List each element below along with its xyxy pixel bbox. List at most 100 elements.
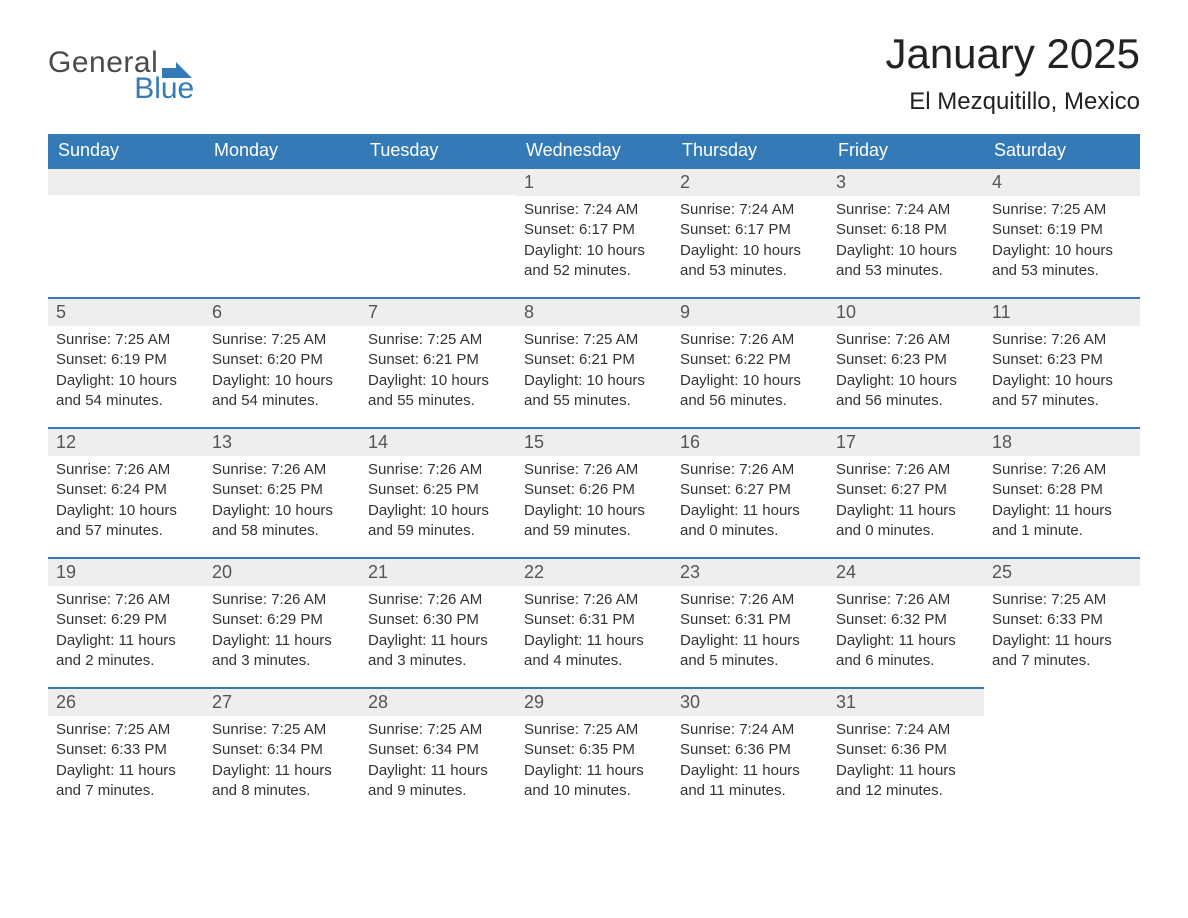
day-header: Sunday bbox=[48, 134, 204, 167]
sunrise-line: Sunrise: 7:25 AM bbox=[56, 330, 196, 350]
sunset-line: Sunset: 6:36 PM bbox=[680, 740, 820, 760]
day-cell: 6Sunrise: 7:25 AMSunset: 6:20 PMDaylight… bbox=[204, 297, 360, 427]
calendar-cell: 7Sunrise: 7:25 AMSunset: 6:21 PMDaylight… bbox=[360, 297, 516, 427]
daylight-line: Daylight: 10 hours and 54 minutes. bbox=[56, 371, 196, 412]
calendar-week: 19Sunrise: 7:26 AMSunset: 6:29 PMDayligh… bbox=[48, 557, 1140, 687]
empty-cell bbox=[360, 167, 516, 195]
sunset-line: Sunset: 6:19 PM bbox=[56, 350, 196, 370]
sunrise-line: Sunrise: 7:26 AM bbox=[992, 330, 1132, 350]
sunrise-line: Sunrise: 7:26 AM bbox=[368, 590, 508, 610]
day-cell: 14Sunrise: 7:26 AMSunset: 6:25 PMDayligh… bbox=[360, 427, 516, 557]
calendar-week: 1Sunrise: 7:24 AMSunset: 6:17 PMDaylight… bbox=[48, 167, 1140, 297]
day-number: 7 bbox=[360, 297, 516, 326]
sunrise-line: Sunrise: 7:24 AM bbox=[680, 720, 820, 740]
day-details: Sunrise: 7:25 AMSunset: 6:33 PMDaylight:… bbox=[48, 716, 204, 811]
calendar-cell: 22Sunrise: 7:26 AMSunset: 6:31 PMDayligh… bbox=[516, 557, 672, 687]
day-details: Sunrise: 7:26 AMSunset: 6:27 PMDaylight:… bbox=[828, 456, 984, 551]
day-details: Sunrise: 7:25 AMSunset: 6:34 PMDaylight:… bbox=[360, 716, 516, 811]
day-details: Sunrise: 7:26 AMSunset: 6:25 PMDaylight:… bbox=[204, 456, 360, 551]
sunset-line: Sunset: 6:21 PM bbox=[368, 350, 508, 370]
calendar-cell: 20Sunrise: 7:26 AMSunset: 6:29 PMDayligh… bbox=[204, 557, 360, 687]
day-details: Sunrise: 7:25 AMSunset: 6:34 PMDaylight:… bbox=[204, 716, 360, 811]
brand-word-2: Blue bbox=[120, 74, 194, 104]
daylight-line: Daylight: 11 hours and 0 minutes. bbox=[680, 501, 820, 542]
calendar-cell: 5Sunrise: 7:25 AMSunset: 6:19 PMDaylight… bbox=[48, 297, 204, 427]
day-cell: 4Sunrise: 7:25 AMSunset: 6:19 PMDaylight… bbox=[984, 167, 1140, 297]
sunset-line: Sunset: 6:32 PM bbox=[836, 610, 976, 630]
day-number: 17 bbox=[828, 427, 984, 456]
day-cell: 15Sunrise: 7:26 AMSunset: 6:26 PMDayligh… bbox=[516, 427, 672, 557]
day-cell: 10Sunrise: 7:26 AMSunset: 6:23 PMDayligh… bbox=[828, 297, 984, 427]
daylight-line: Daylight: 11 hours and 0 minutes. bbox=[836, 501, 976, 542]
calendar-cell bbox=[48, 167, 204, 297]
daylight-line: Daylight: 10 hours and 58 minutes. bbox=[212, 501, 352, 542]
calendar-cell: 17Sunrise: 7:26 AMSunset: 6:27 PMDayligh… bbox=[828, 427, 984, 557]
day-cell: 27Sunrise: 7:25 AMSunset: 6:34 PMDayligh… bbox=[204, 687, 360, 817]
sunset-line: Sunset: 6:29 PM bbox=[212, 610, 352, 630]
day-details: Sunrise: 7:25 AMSunset: 6:19 PMDaylight:… bbox=[48, 326, 204, 421]
calendar-cell: 29Sunrise: 7:25 AMSunset: 6:35 PMDayligh… bbox=[516, 687, 672, 817]
sunset-line: Sunset: 6:31 PM bbox=[524, 610, 664, 630]
sunrise-line: Sunrise: 7:26 AM bbox=[992, 460, 1132, 480]
calendar-cell: 26Sunrise: 7:25 AMSunset: 6:33 PMDayligh… bbox=[48, 687, 204, 817]
sunset-line: Sunset: 6:27 PM bbox=[836, 480, 976, 500]
day-header: Friday bbox=[828, 134, 984, 167]
sunset-line: Sunset: 6:27 PM bbox=[680, 480, 820, 500]
sunset-line: Sunset: 6:36 PM bbox=[836, 740, 976, 760]
day-details: Sunrise: 7:26 AMSunset: 6:29 PMDaylight:… bbox=[48, 586, 204, 681]
day-number: 11 bbox=[984, 297, 1140, 326]
sunrise-line: Sunrise: 7:26 AM bbox=[680, 330, 820, 350]
day-number: 31 bbox=[828, 687, 984, 716]
day-cell: 12Sunrise: 7:26 AMSunset: 6:24 PMDayligh… bbox=[48, 427, 204, 557]
calendar-head: SundayMondayTuesdayWednesdayThursdayFrid… bbox=[48, 134, 1140, 167]
day-cell: 30Sunrise: 7:24 AMSunset: 6:36 PMDayligh… bbox=[672, 687, 828, 817]
empty-cell bbox=[204, 167, 360, 195]
day-number: 30 bbox=[672, 687, 828, 716]
day-details: Sunrise: 7:26 AMSunset: 6:25 PMDaylight:… bbox=[360, 456, 516, 551]
day-number: 15 bbox=[516, 427, 672, 456]
calendar-week: 5Sunrise: 7:25 AMSunset: 6:19 PMDaylight… bbox=[48, 297, 1140, 427]
calendar-table: SundayMondayTuesdayWednesdayThursdayFrid… bbox=[48, 134, 1140, 817]
daylight-line: Daylight: 11 hours and 12 minutes. bbox=[836, 761, 976, 802]
sunset-line: Sunset: 6:35 PM bbox=[524, 740, 664, 760]
calendar-cell: 9Sunrise: 7:26 AMSunset: 6:22 PMDaylight… bbox=[672, 297, 828, 427]
brand-logo: General Blue bbox=[48, 30, 194, 104]
sunrise-line: Sunrise: 7:26 AM bbox=[212, 590, 352, 610]
day-cell: 3Sunrise: 7:24 AMSunset: 6:18 PMDaylight… bbox=[828, 167, 984, 297]
daylight-line: Daylight: 11 hours and 1 minute. bbox=[992, 501, 1132, 542]
calendar-cell: 1Sunrise: 7:24 AMSunset: 6:17 PMDaylight… bbox=[516, 167, 672, 297]
day-details: Sunrise: 7:26 AMSunset: 6:31 PMDaylight:… bbox=[672, 586, 828, 681]
sunrise-line: Sunrise: 7:25 AM bbox=[212, 720, 352, 740]
calendar-cell: 21Sunrise: 7:26 AMSunset: 6:30 PMDayligh… bbox=[360, 557, 516, 687]
day-details: Sunrise: 7:26 AMSunset: 6:31 PMDaylight:… bbox=[516, 586, 672, 681]
day-number: 22 bbox=[516, 557, 672, 586]
location-label: El Mezquitillo, Mexico bbox=[885, 88, 1140, 116]
day-number: 3 bbox=[828, 167, 984, 196]
sunset-line: Sunset: 6:24 PM bbox=[56, 480, 196, 500]
day-number: 28 bbox=[360, 687, 516, 716]
calendar-body: 1Sunrise: 7:24 AMSunset: 6:17 PMDaylight… bbox=[48, 167, 1140, 817]
calendar-cell: 27Sunrise: 7:25 AMSunset: 6:34 PMDayligh… bbox=[204, 687, 360, 817]
calendar-cell: 10Sunrise: 7:26 AMSunset: 6:23 PMDayligh… bbox=[828, 297, 984, 427]
day-details: Sunrise: 7:26 AMSunset: 6:22 PMDaylight:… bbox=[672, 326, 828, 421]
title-area: January 2025 El Mezquitillo, Mexico bbox=[885, 30, 1140, 116]
sunset-line: Sunset: 6:22 PM bbox=[680, 350, 820, 370]
calendar-cell bbox=[360, 167, 516, 297]
sunrise-line: Sunrise: 7:26 AM bbox=[524, 590, 664, 610]
sunrise-line: Sunrise: 7:26 AM bbox=[680, 460, 820, 480]
day-number: 6 bbox=[204, 297, 360, 326]
sunrise-line: Sunrise: 7:25 AM bbox=[368, 330, 508, 350]
daylight-line: Daylight: 10 hours and 57 minutes. bbox=[992, 371, 1132, 412]
calendar-cell: 25Sunrise: 7:25 AMSunset: 6:33 PMDayligh… bbox=[984, 557, 1140, 687]
calendar-cell: 30Sunrise: 7:24 AMSunset: 6:36 PMDayligh… bbox=[672, 687, 828, 817]
day-cell: 19Sunrise: 7:26 AMSunset: 6:29 PMDayligh… bbox=[48, 557, 204, 687]
day-details: Sunrise: 7:26 AMSunset: 6:23 PMDaylight:… bbox=[828, 326, 984, 421]
day-details: Sunrise: 7:26 AMSunset: 6:24 PMDaylight:… bbox=[48, 456, 204, 551]
day-cell: 1Sunrise: 7:24 AMSunset: 6:17 PMDaylight… bbox=[516, 167, 672, 297]
calendar-cell: 8Sunrise: 7:25 AMSunset: 6:21 PMDaylight… bbox=[516, 297, 672, 427]
sunset-line: Sunset: 6:33 PM bbox=[992, 610, 1132, 630]
daylight-line: Daylight: 10 hours and 56 minutes. bbox=[680, 371, 820, 412]
day-details: Sunrise: 7:25 AMSunset: 6:20 PMDaylight:… bbox=[204, 326, 360, 421]
calendar-cell: 24Sunrise: 7:26 AMSunset: 6:32 PMDayligh… bbox=[828, 557, 984, 687]
sunset-line: Sunset: 6:20 PM bbox=[212, 350, 352, 370]
